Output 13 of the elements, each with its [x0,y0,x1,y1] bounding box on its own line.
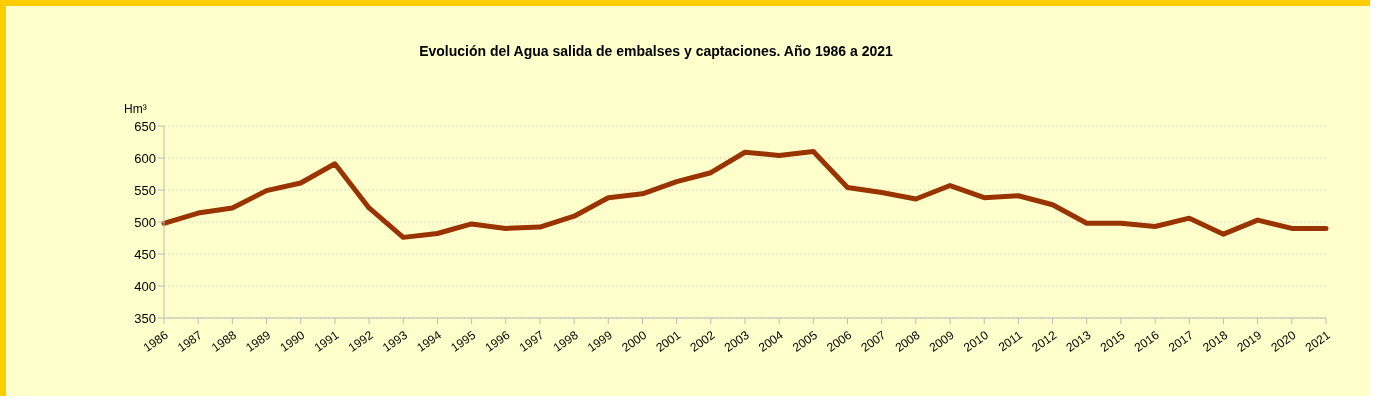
y-tick-label: 650 [134,118,156,134]
y-tick-label: 400 [134,278,156,294]
chart-title: Evolución del Agua salida de embalses y captaciones. Año 1986 a 2021 [418,43,894,59]
y-tick-label: 450 [134,246,156,262]
y-tick-label: 550 [134,182,156,198]
y-axis-title: Hm³ [124,102,147,116]
x-tick-label: 2021 [1302,327,1333,355]
x-tick-label: 2011 [995,327,1026,355]
x-tick-label: 2001 [653,327,684,355]
x-tick-label: 1991 [311,327,342,355]
y-tick-label: 350 [134,310,156,326]
y-tick-label: 500 [134,214,156,230]
y-tick-label: 600 [134,150,156,166]
